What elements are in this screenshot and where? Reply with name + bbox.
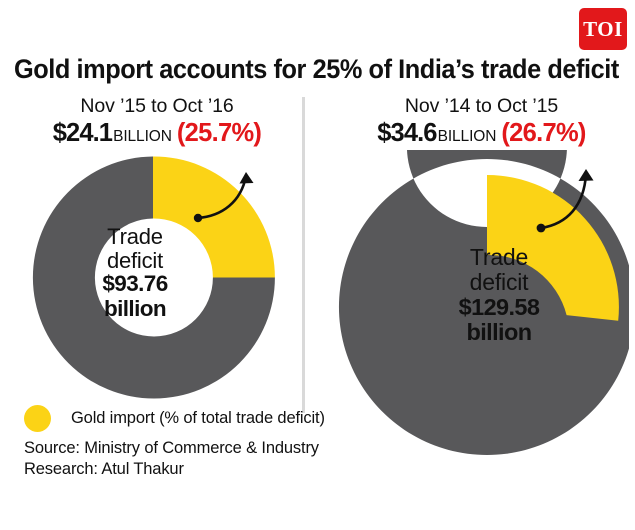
chart-legend: Gold import (% of total trade deficit) [24,405,325,432]
center-value-left: $93.76 [102,271,168,297]
center-label-right-2: deficit [469,268,529,295]
panel-divider [302,97,305,413]
gold-amount-left: $24.1 [52,119,113,148]
center-unit-left: billion [103,295,167,321]
page-title: Gold import accounts for 25% of India’s … [14,54,619,84]
gold-value-line-left: $24.1BILLION (25.7%) [12,121,302,147]
donut-center-text-left: Trade deficit $93.76 billion [50,225,220,321]
center-label-right-1: Trade [469,243,529,270]
center-label-left-2: deficit [106,247,164,273]
research-line: Research: Atul Thakur [24,460,184,479]
gold-amount-right: $34.6 [377,119,437,148]
slice-gold-right [487,174,619,321]
credits-block: Source: Ministry of Commerce & Industry … [24,438,319,480]
toi-logo-text: TOI [583,16,623,41]
center-label-left-1: Trade [107,223,163,249]
panel-nov15-oct16: Nov ’15 to Oct ’16 $24.1BILLION (25.7%) T… [12,96,302,400]
donut-center-text-right: Trade deficit $129.58 billion [409,245,589,345]
toi-logo: TOI [579,8,627,50]
center-value-right: $129.58 [458,293,540,320]
center-unit-right: billion [466,319,533,345]
gold-unit-left: BILLION [113,128,172,146]
gold-share-left: (25.7%) [176,119,262,148]
legend-label-gold: Gold import (% of total trade deficit) [71,409,325,427]
donut-chart-right: Trade deficit $129.58 billion [334,149,629,455]
panel-nov14-oct15: Nov ’14 to Oct ’15 $34.6BILLION (26.7%) T… [334,96,629,455]
gold-unit-right: BILLION [437,128,497,146]
gold-value-line-right: $34.6BILLION (26.7%) [334,121,629,147]
gold-share-right: (26.7%) [501,119,586,148]
slice-other-left [32,156,275,399]
period-label-left: Nov ’15 to Oct ’16 [80,95,234,117]
period-label-right: Nov ’14 to Oct ’15 [404,95,559,117]
legend-swatch-gold-icon [24,405,51,432]
source-line: Source: Ministry of Commerce & Industry [24,439,319,457]
donut-chart-left: Trade deficit $93.76 billion [12,150,302,400]
